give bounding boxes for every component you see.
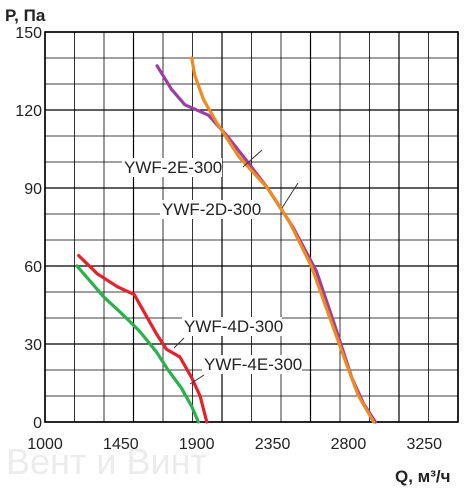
- x-tick-label: 1000: [27, 436, 63, 453]
- series-label-background: [202, 355, 302, 374]
- x-tick-label: 1450: [103, 436, 139, 453]
- x-axis-title: Q, м³/ч: [395, 467, 451, 486]
- series-label-ywf-2e-300: YWF-2E-300: [124, 158, 222, 177]
- x-tick-label: 2350: [255, 436, 291, 453]
- series-line-ywf-4e-300: [75, 264, 200, 424]
- series-leader-line: [189, 374, 205, 385]
- series-label-background: [122, 158, 222, 177]
- y-axis-title: P, Па: [5, 6, 46, 25]
- y-tick-label: 150: [15, 25, 42, 42]
- series-labels: YWF-2E-300 YWF-2D-300 YWF-4D-300 YWF-4E-300: [122, 149, 302, 385]
- series-label-background: [182, 317, 282, 336]
- series-line-ywf-2d-300: [190, 56, 376, 424]
- watermark-text: Вент и Винт: [6, 441, 207, 482]
- series-label-ywf-4d-300: YWF-4D-300: [184, 317, 283, 336]
- tick-labels: 1000 1450 1900 2350 2800 3250 0 30 60 90 120 150: [15, 25, 442, 453]
- y-tick-label: 90: [24, 181, 42, 198]
- series-label-ywf-4e-300: YWF-4E-300: [204, 355, 302, 374]
- grid: [44, 31, 459, 423]
- x-tick-label: 3250: [406, 436, 442, 453]
- plot-frame: [44, 31, 459, 423]
- y-tick-label: 30: [24, 337, 42, 354]
- series-leader-line: [173, 337, 185, 349]
- series-label-background: [160, 200, 260, 219]
- series-line-ywf-4d-300: [77, 254, 209, 424]
- x-tick-label: 1900: [179, 436, 215, 453]
- x-tick-label: 2800: [331, 436, 367, 453]
- series-label-ywf-2d-300: YWF-2D-300: [162, 200, 261, 219]
- y-tick-label: 120: [15, 103, 42, 120]
- series-lines: [75, 56, 377, 424]
- y-tick-label: 0: [33, 415, 42, 432]
- series-leader-line: [281, 182, 299, 209]
- y-tick-label: 60: [24, 259, 42, 276]
- series-leader-line: [242, 149, 263, 168]
